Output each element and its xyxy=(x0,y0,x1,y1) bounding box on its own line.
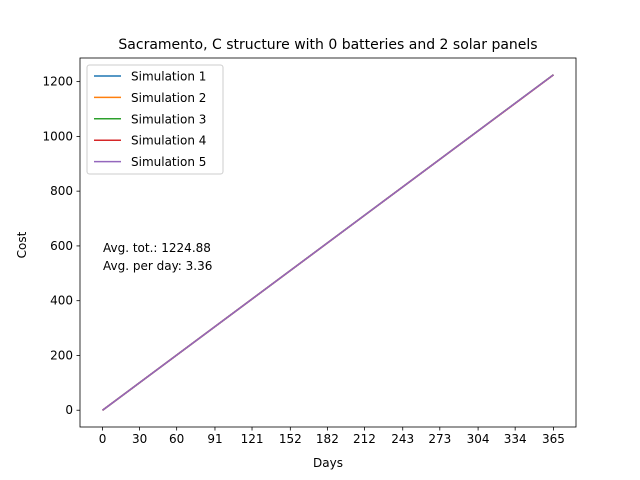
x-tick-label: 0 xyxy=(99,432,107,446)
y-axis-label: Cost xyxy=(15,231,29,258)
y-tick-label: 0 xyxy=(65,403,73,417)
chart-title: Sacramento, C structure with 0 batteries… xyxy=(118,37,537,53)
x-tick-label: 182 xyxy=(316,432,339,446)
x-tick-label: 273 xyxy=(428,432,451,446)
y-tick-label: 400 xyxy=(50,294,73,308)
legend: Simulation 1 Simulation 2 Simulation 3 Simu… xyxy=(86,64,224,175)
y-tick-label: 200 xyxy=(50,348,73,362)
y-tick-label: 600 xyxy=(50,239,73,253)
x-tick-label: 152 xyxy=(279,432,302,446)
axes-frame xyxy=(79,57,577,428)
series-line-simulation-5 xyxy=(102,74,554,411)
y-tick-label: 800 xyxy=(50,184,73,198)
x-tick-label: 30 xyxy=(132,432,147,446)
x-tick-label: 212 xyxy=(353,432,376,446)
x-axis-label: Days xyxy=(313,456,343,470)
legend-label: Simulation 3 xyxy=(131,112,206,126)
x-tick-label: 334 xyxy=(504,432,527,446)
plot-area: 0 30 60 91 121 152 182 212 243 273 304 334 365 0 200 40… xyxy=(42,57,577,446)
annotation-avg-per-day: Avg. per day: 3.36 xyxy=(103,259,212,273)
x-tick-label: 243 xyxy=(391,432,414,446)
legend-label: Simulation 5 xyxy=(131,155,206,169)
annotation-avg-total: Avg. tot.: 1224.88 xyxy=(103,241,211,255)
x-tick-label: 60 xyxy=(169,432,184,446)
y-tick-label: 1000 xyxy=(42,129,73,143)
legend-label: Simulation 4 xyxy=(131,134,206,148)
legend-label: Simulation 2 xyxy=(131,91,206,105)
x-tick-label: 365 xyxy=(542,432,565,446)
x-tick-label: 91 xyxy=(207,432,222,446)
y-tick-label: 1200 xyxy=(42,75,73,89)
legend-box xyxy=(86,64,224,175)
legend-label: Simulation 1 xyxy=(131,70,206,84)
x-tick-label: 304 xyxy=(467,432,490,446)
x-tick-label: 121 xyxy=(241,432,264,446)
